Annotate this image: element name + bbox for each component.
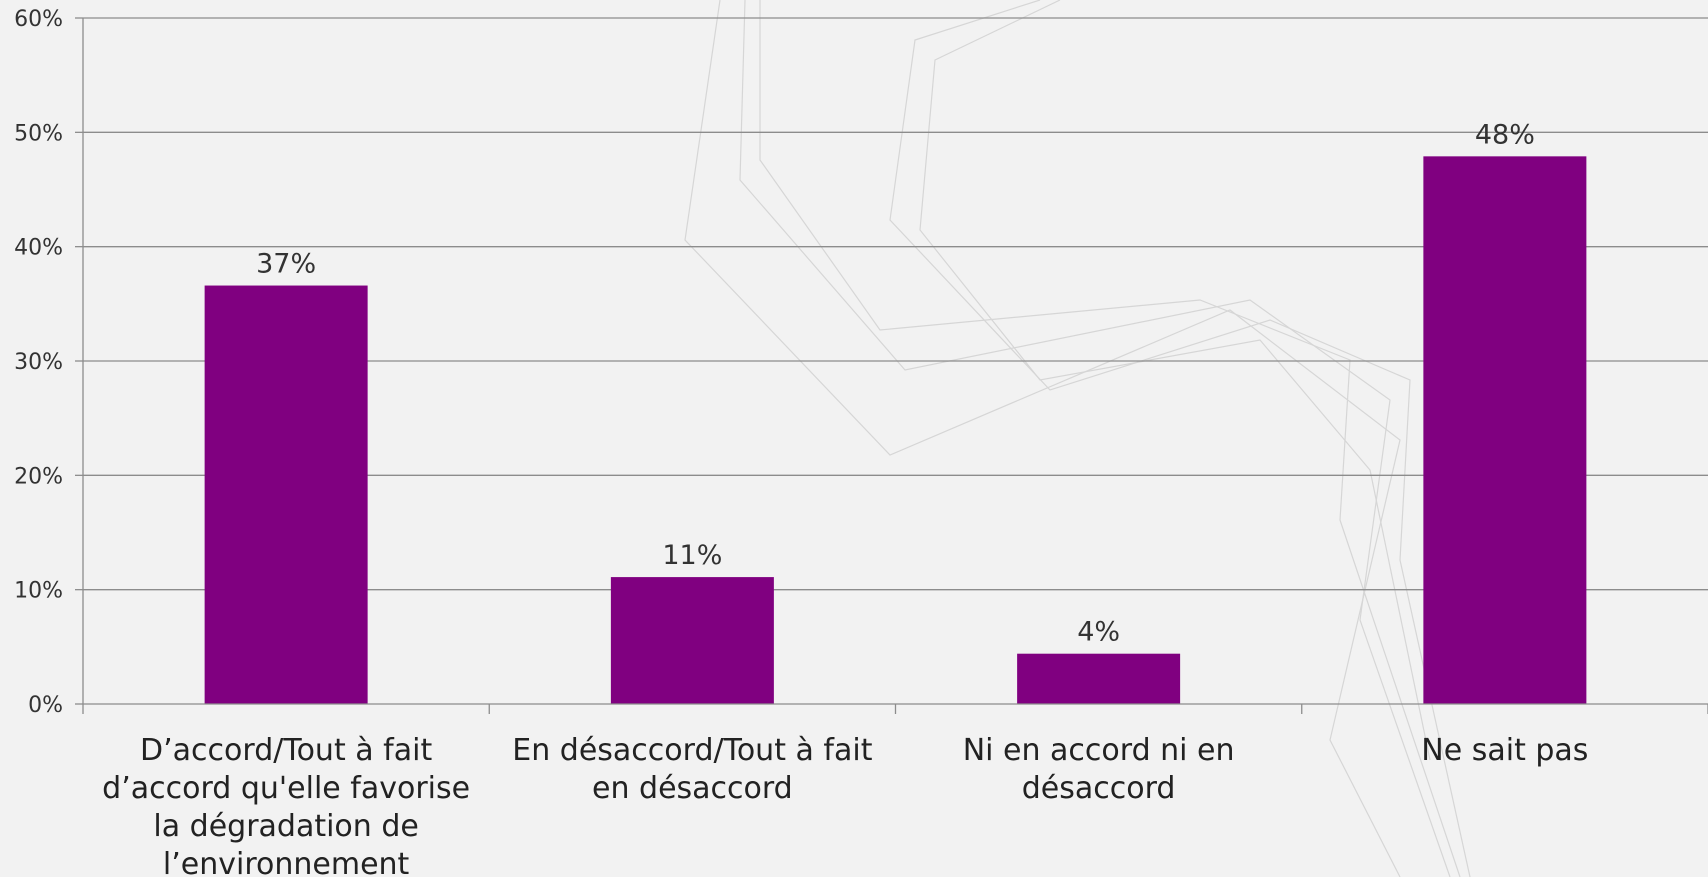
bar <box>1423 156 1587 705</box>
axes <box>75 17 1708 714</box>
category-label: Ne sait pas <box>1421 733 1588 768</box>
decorative-background-lines <box>684 0 1471 877</box>
y-tick-label: 10% <box>14 579 63 604</box>
bar <box>1017 653 1181 704</box>
background-line <box>889 0 1471 877</box>
data-label: 48% <box>1475 119 1535 150</box>
background-line <box>759 0 1461 877</box>
background-line <box>919 0 1431 761</box>
data-labels: 37% 11% 4% 48% <box>256 119 1535 647</box>
data-label: 11% <box>662 540 722 571</box>
bar <box>204 285 368 704</box>
category-label: En désaccord/Tout à fait <box>512 733 872 768</box>
y-tick-label: 40% <box>14 236 63 261</box>
category-label: en désaccord <box>592 771 793 806</box>
category-label: Ni en accord ni en <box>963 733 1235 768</box>
data-label: 37% <box>256 249 316 280</box>
y-tick-label: 30% <box>14 350 63 375</box>
background-line <box>684 0 1401 877</box>
y-axis-tick-labels: 0% 10% 20% 30% 40% 50% 60% <box>14 7 63 718</box>
category-label: D’accord/Tout à fait <box>140 733 432 768</box>
category-label: d’accord qu'elle favorise <box>102 771 470 806</box>
category-label: désaccord <box>1022 771 1176 806</box>
category-label: l’environnement <box>163 847 410 877</box>
bar <box>610 577 774 704</box>
y-tick-label: 50% <box>14 121 63 146</box>
y-tick-label: 0% <box>28 693 63 718</box>
category-label: la dégradation de <box>153 809 418 844</box>
y-tick-label: 60% <box>14 7 63 32</box>
background-line <box>739 0 1451 877</box>
y-tick-label: 20% <box>14 464 63 489</box>
bars <box>204 156 1587 705</box>
data-label: 4% <box>1077 617 1120 648</box>
